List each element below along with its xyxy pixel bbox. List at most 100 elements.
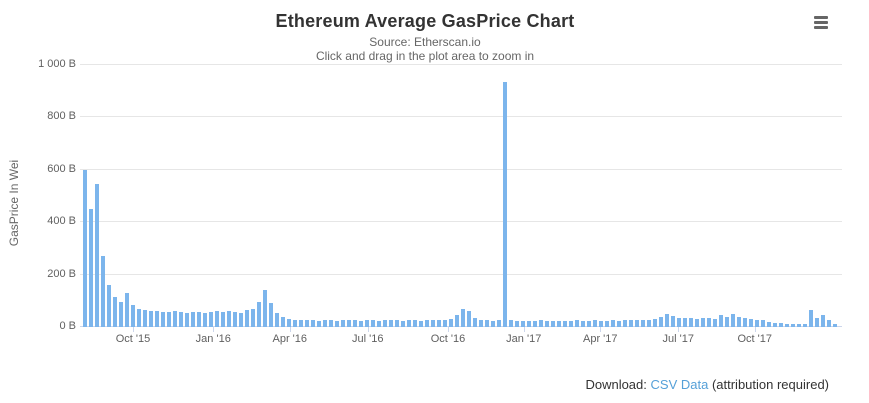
gasprice-bar [761, 320, 765, 327]
gasprice-bar [773, 323, 777, 327]
gasprice-bar [755, 320, 759, 327]
gasprice-bar [635, 320, 639, 327]
gasprice-bar [785, 324, 789, 327]
gasprice-bar [539, 320, 543, 327]
gasprice-bar [341, 320, 345, 327]
gasprice-bar [809, 310, 813, 327]
y-axis-title: GasPrice In Wei [7, 159, 21, 247]
gasprice-bar [779, 323, 783, 327]
gasprice-bar [659, 317, 663, 327]
gasprice-bar [269, 303, 273, 327]
gasprice-bar [389, 320, 393, 327]
gasprice-bar [485, 320, 489, 327]
gasprice-bar [137, 309, 141, 327]
x-tick-mark [523, 327, 525, 332]
gridline [80, 64, 842, 65]
gasprice-bar [209, 312, 213, 327]
gasprice-bar [587, 321, 591, 327]
x-tick-mark [448, 327, 449, 332]
attribution-note: (attribution required) [708, 377, 829, 392]
gasprice-bar [569, 321, 573, 327]
gasprice-bar [185, 313, 189, 327]
gasprice-bar [215, 311, 219, 327]
y-tick-label: 1 000 B [38, 58, 76, 70]
gridline [80, 116, 842, 118]
gasprice-bar [833, 324, 837, 327]
gasprice-bar [599, 321, 603, 327]
download-label: Download: [585, 377, 647, 392]
gasprice-bar [521, 321, 525, 327]
gasprice-bar [479, 320, 483, 327]
gasprice-bar [821, 315, 825, 327]
hamburger-icon [814, 15, 828, 19]
x-tick-mark [678, 327, 680, 332]
x-tick-mark [754, 327, 756, 332]
gasprice-bar [221, 312, 225, 327]
gasprice-bar [197, 312, 201, 327]
gasprice-bar [623, 320, 627, 327]
gasprice-bar [503, 82, 507, 327]
gasprice-bar [83, 170, 87, 327]
gasprice-bar [533, 321, 537, 327]
gasprice-bar [545, 321, 549, 327]
hamburger-icon [814, 25, 828, 29]
gasprice-bar [509, 320, 513, 327]
gasprice-bar [671, 316, 675, 327]
gasprice-bar [575, 320, 579, 327]
gasprice-bar [815, 318, 819, 327]
gasprice-bar [449, 319, 453, 327]
gasprice-bar [377, 321, 381, 327]
gasprice-bar [287, 319, 291, 327]
gasprice-bar [251, 309, 255, 327]
x-tick-label: Oct '15 [115, 333, 151, 345]
hamburger-icon [814, 20, 828, 24]
x-tick-label: Oct '16 [430, 333, 466, 345]
chart-context-menu-button[interactable] [810, 13, 832, 31]
x-tick-label: Oct '17 [737, 333, 773, 345]
gasprice-bar [563, 321, 567, 327]
x-tick-label: Jul '17 [662, 333, 694, 345]
gasprice-bar [413, 320, 417, 327]
gasprice-bar [425, 320, 429, 327]
plot-area[interactable] [80, 60, 842, 332]
gasprice-bar [89, 209, 93, 327]
gasprice-bar [593, 320, 597, 327]
gasprice-bar [359, 321, 363, 327]
gasprice-bar [161, 312, 165, 327]
gasprice-bar [791, 324, 795, 327]
gasprice-bar [581, 321, 585, 327]
gasprice-bar [515, 321, 519, 327]
x-tick-mark [367, 327, 369, 332]
x-tick-mark [289, 327, 291, 332]
gasprice-bar [383, 320, 387, 327]
x-tick-mark [600, 327, 602, 332]
gasprice-bar [641, 320, 645, 327]
gasprice-bar [311, 320, 315, 327]
gasprice-bar [707, 318, 711, 327]
gasprice-bar [329, 320, 333, 327]
gasprice-bar [701, 318, 705, 327]
gasprice-bar [401, 321, 405, 327]
gasprice-bar [767, 322, 771, 327]
gasprice-bar [281, 317, 285, 327]
gasprice-bar [173, 311, 177, 327]
gasprice-bar [419, 321, 423, 327]
gasprice-bar [257, 302, 261, 327]
gasprice-bar [695, 319, 699, 327]
gasprice-bar [743, 318, 747, 327]
y-tick-label: 800 B [47, 110, 76, 123]
y-tick-label: 0 B [59, 320, 76, 332]
gasprice-bar [653, 319, 657, 327]
csv-data-link[interactable]: CSV Data [650, 377, 709, 392]
gasprice-bar [713, 319, 717, 327]
gasprice-bar [353, 320, 357, 327]
x-tick-label: Apr '16 [272, 333, 308, 345]
x-tick-mark [213, 327, 215, 332]
gasprice-bar [725, 317, 729, 327]
gasprice-bar [299, 320, 303, 327]
y-tick-label: 200 B [47, 267, 76, 280]
gasprice-bar [407, 320, 411, 327]
gridline [80, 273, 842, 275]
chart-subtitle-source: Source: Etherscan.io [369, 35, 481, 49]
gasprice-bar [797, 324, 801, 327]
